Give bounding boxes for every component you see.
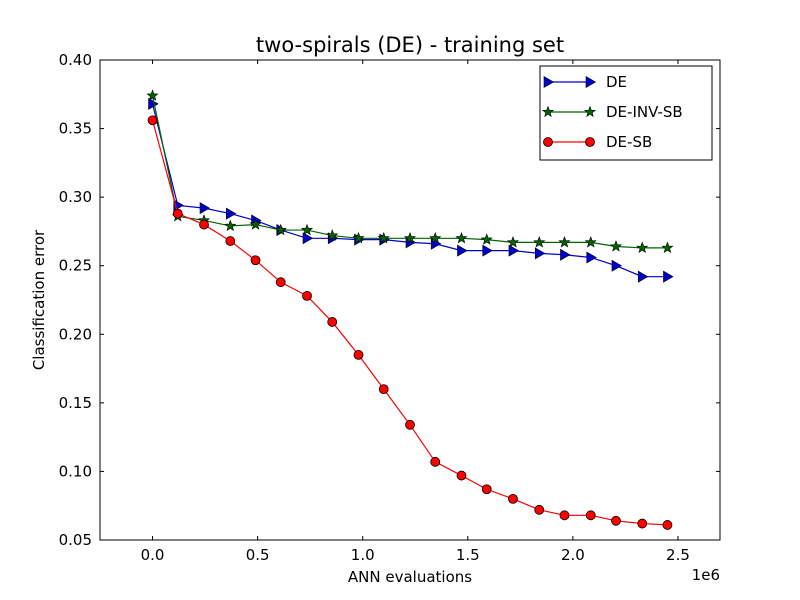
data-point-de-inv-sb [249, 218, 262, 230]
legend-label: DE-INV-SB [606, 103, 683, 121]
data-point-de-inv-sb [429, 231, 442, 244]
data-point-de-sb [250, 255, 261, 266]
data-point-de [637, 270, 649, 283]
data-point-de-inv-sb [300, 223, 314, 236]
y-tick-label: 0.10 [59, 462, 92, 480]
data-point-de-inv-sb [506, 236, 520, 248]
data-point-de-sb [430, 456, 441, 467]
x-tick-label: 2.5 [666, 546, 690, 564]
data-point-de-inv-sb [584, 236, 597, 248]
data-point-de [663, 270, 674, 283]
plot-area-frame [99, 59, 721, 541]
data-point-de-sb [353, 349, 364, 360]
data-point-de [457, 244, 468, 257]
data-point-de [534, 247, 546, 260]
data-point-de-inv-sb [533, 236, 546, 248]
data-point-de [508, 244, 520, 257]
data-point-de-inv-sb [377, 231, 390, 244]
data-point-de-sb [456, 470, 467, 481]
series-layer [146, 89, 674, 530]
data-point-de-sb [637, 518, 648, 529]
y-tick-label: 0.15 [59, 394, 92, 412]
data-point-de-sb [275, 277, 286, 288]
y-tick-label: 0.20 [59, 325, 92, 343]
y-tick-label: 0.35 [59, 120, 92, 138]
legend-marker [543, 75, 555, 89]
legend-marker [541, 105, 555, 118]
y-tick-label: 0.30 [59, 188, 92, 206]
data-point-de [226, 207, 237, 220]
x-offset-text: 1e6 [692, 566, 720, 584]
data-point-de-sb [225, 236, 236, 246]
data-point-de-inv-sb [352, 231, 365, 244]
legend-label: DE [606, 73, 627, 91]
legend-entry-de: DE [543, 73, 627, 91]
data-point-de [560, 248, 571, 261]
y-tick-label: 0.25 [59, 257, 92, 275]
data-point-de-sb [508, 493, 518, 504]
data-point-de [199, 202, 211, 215]
legend-marker [583, 105, 597, 118]
data-point-de-inv-sb [480, 233, 493, 245]
data-point-de-sb [481, 484, 492, 495]
data-point-de-sb [302, 290, 312, 301]
data-point-de-inv-sb [224, 219, 237, 232]
data-point-de-sb [378, 384, 389, 395]
legend-marker [585, 137, 595, 147]
data-point-de-sb [611, 515, 621, 526]
legend-label: DE-SB [606, 133, 652, 151]
data-point-de-sb [405, 419, 415, 430]
data-point-de-inv-sb [636, 241, 649, 254]
data-point-de-inv-sb [455, 231, 468, 244]
data-point-de-sb [662, 520, 673, 530]
x-axis-label: ANN evaluations [348, 568, 472, 586]
data-point-de [302, 232, 314, 245]
y-tick-label: 0.40 [59, 51, 92, 69]
data-point-de-inv-sb [146, 89, 159, 101]
chart-title: two-spirals (DE) - training set [256, 33, 564, 57]
data-point-de [586, 251, 597, 264]
legend-entry-de-inv-sb: DE-INV-SB [541, 103, 683, 121]
x-tick-label: 0.0 [141, 546, 165, 564]
x-tick-label: 2.0 [561, 546, 585, 564]
data-point-de-sb [199, 219, 209, 230]
x-tick-label: 0.5 [246, 546, 270, 564]
data-point-de-inv-sb [326, 229, 339, 241]
data-point-de-sb [172, 208, 183, 219]
data-point-de-inv-sb [661, 241, 674, 254]
data-point-de-inv-sb [558, 236, 571, 248]
data-point-de-sb [559, 510, 570, 521]
data-point-de [611, 259, 623, 272]
data-point-de-inv-sb [403, 231, 417, 244]
data-point-de [482, 244, 493, 257]
legend: DE DE-INV-SB DE-SB [539, 65, 713, 161]
data-point-de-sb [147, 115, 158, 126]
data-point-de-sb [327, 317, 338, 327]
data-point-de-inv-sb [609, 240, 623, 252]
data-point-de-sb [585, 510, 596, 521]
series-de-sb [147, 115, 673, 530]
y-tick-label: 0.05 [59, 531, 92, 549]
x-tick-label: 1.0 [351, 546, 375, 564]
data-point-de-sb [534, 504, 545, 515]
legend-marker [585, 75, 597, 89]
data-point-de-inv-sb [274, 223, 287, 236]
legend-marker [543, 137, 553, 147]
x-tick-label: 1.5 [456, 546, 480, 564]
ticks-layer: 0.0 0.5 1.0 1.5 2.0 2.5 0.05 0.10 0.15 0.20 0.25 0.… [59, 51, 720, 564]
legend-entry-de-sb: DE-SB [543, 133, 652, 151]
y-axis-label: Classification error [30, 229, 48, 370]
